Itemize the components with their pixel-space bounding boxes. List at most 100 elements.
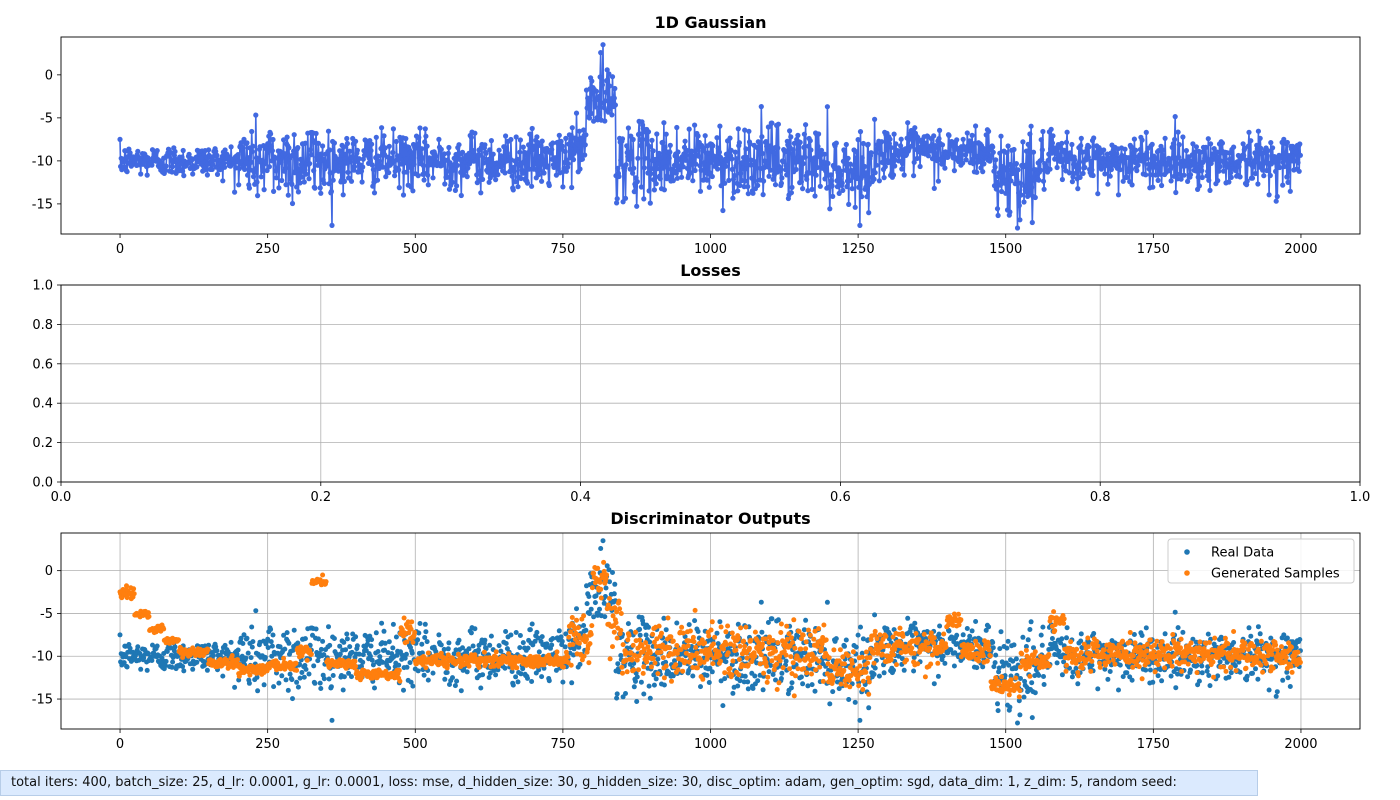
gaussian-point [565,161,571,167]
gaussian-point [262,159,268,165]
gaussian-point [222,147,228,153]
real-data-point [1059,672,1065,678]
generated-sample-point [629,657,635,663]
real-data-point [154,643,160,649]
gaussian-point [1076,159,1083,165]
real-data-point [1036,672,1042,678]
real-data-point [312,680,318,686]
gaussian-point [698,167,704,173]
real-data-point [643,632,649,638]
gaussian-point [417,125,423,131]
real-data-point [254,674,260,680]
real-data-point [1143,667,1149,673]
real-data-point [778,676,784,681]
gaussian-point [1168,178,1174,184]
gaussian-point [1129,182,1135,188]
real-data-point [967,633,973,639]
real-data-point [1185,674,1191,680]
real-data-point [960,632,966,638]
gaussian-point [1265,148,1271,154]
gaussian-point [1183,148,1189,154]
gaussian-point [1290,153,1296,159]
real-data-point [271,684,277,690]
real-data-point [891,627,897,633]
real-data-point [356,651,362,657]
real-data-point [770,672,776,677]
gaussian-point [715,145,721,151]
gaussian-point [655,161,661,167]
gaussian-point [885,160,891,166]
gaussian-point [1154,165,1160,171]
gaussian-point [1207,187,1213,193]
generated-sample-point [554,649,560,655]
gaussian-point [281,137,287,143]
real-data-point [707,665,713,671]
generated-sample-point [304,644,310,650]
real-data-point [597,606,602,612]
real-data-point [249,624,255,630]
generated-sample-point [205,647,211,653]
real-data-point [330,673,336,678]
real-data-point [866,705,872,711]
gaussian-point [1144,150,1150,156]
gaussian-point [717,123,723,129]
gaussian-point [1013,161,1020,167]
real-data-point [871,671,877,677]
real-data-point [341,639,347,645]
real-data-point [244,635,250,641]
gaussian-point [789,184,795,190]
gaussian-point [248,159,254,165]
gaussian-point [752,178,758,184]
generated-sample-point [566,634,572,640]
gaussian-point [566,141,572,147]
gaussian-point [576,128,583,134]
gaussian-point [1047,166,1053,172]
real-data-point [715,641,721,647]
gaussian-point [488,138,494,144]
gaussian-point [302,140,308,146]
gaussian-point [911,159,917,165]
gaussian-point [638,142,644,149]
gaussian-point [597,74,603,80]
real-data-point [663,659,669,665]
gaussian-point [581,127,587,133]
real-data-point [539,634,545,640]
gaussian-point [162,167,169,173]
gaussian-point [1204,173,1210,179]
gaussian-point [1185,178,1191,184]
real-data-point [1028,619,1034,625]
gaussian-point [529,183,535,189]
gaussian-point [396,167,402,173]
real-data-point [546,678,552,684]
gaussian-point [1101,147,1107,153]
generated-sample-point [601,568,607,574]
gaussian-point [728,147,734,153]
gaussian-point [228,144,234,150]
real-data-point [262,654,268,660]
real-data-point [1013,656,1019,662]
gaussian-point [1264,153,1270,159]
gaussian-point [700,148,706,154]
gaussian-point [383,174,389,180]
gaussian-point [1281,136,1287,142]
gaussian-point [331,140,337,146]
real-data-point [830,689,836,695]
gaussian-point [250,174,257,180]
real-data-point [1058,640,1064,646]
gaussian-point [980,169,986,175]
gaussian-point [1217,163,1223,170]
real-data-point [798,674,804,680]
gaussian-point [373,134,379,140]
gaussian-point [170,164,176,170]
real-data-point [655,656,661,662]
gaussian-point [569,184,575,191]
gaussian-point [623,162,629,168]
generated-sample-point [581,653,587,659]
real-data-point [896,653,902,659]
real-data-point [302,663,308,668]
gaussian-point [1274,193,1280,200]
gaussian-point [614,200,620,206]
gaussian-point [221,160,227,166]
x-tick-label: 500 [403,242,428,257]
gaussian-point [679,174,685,180]
